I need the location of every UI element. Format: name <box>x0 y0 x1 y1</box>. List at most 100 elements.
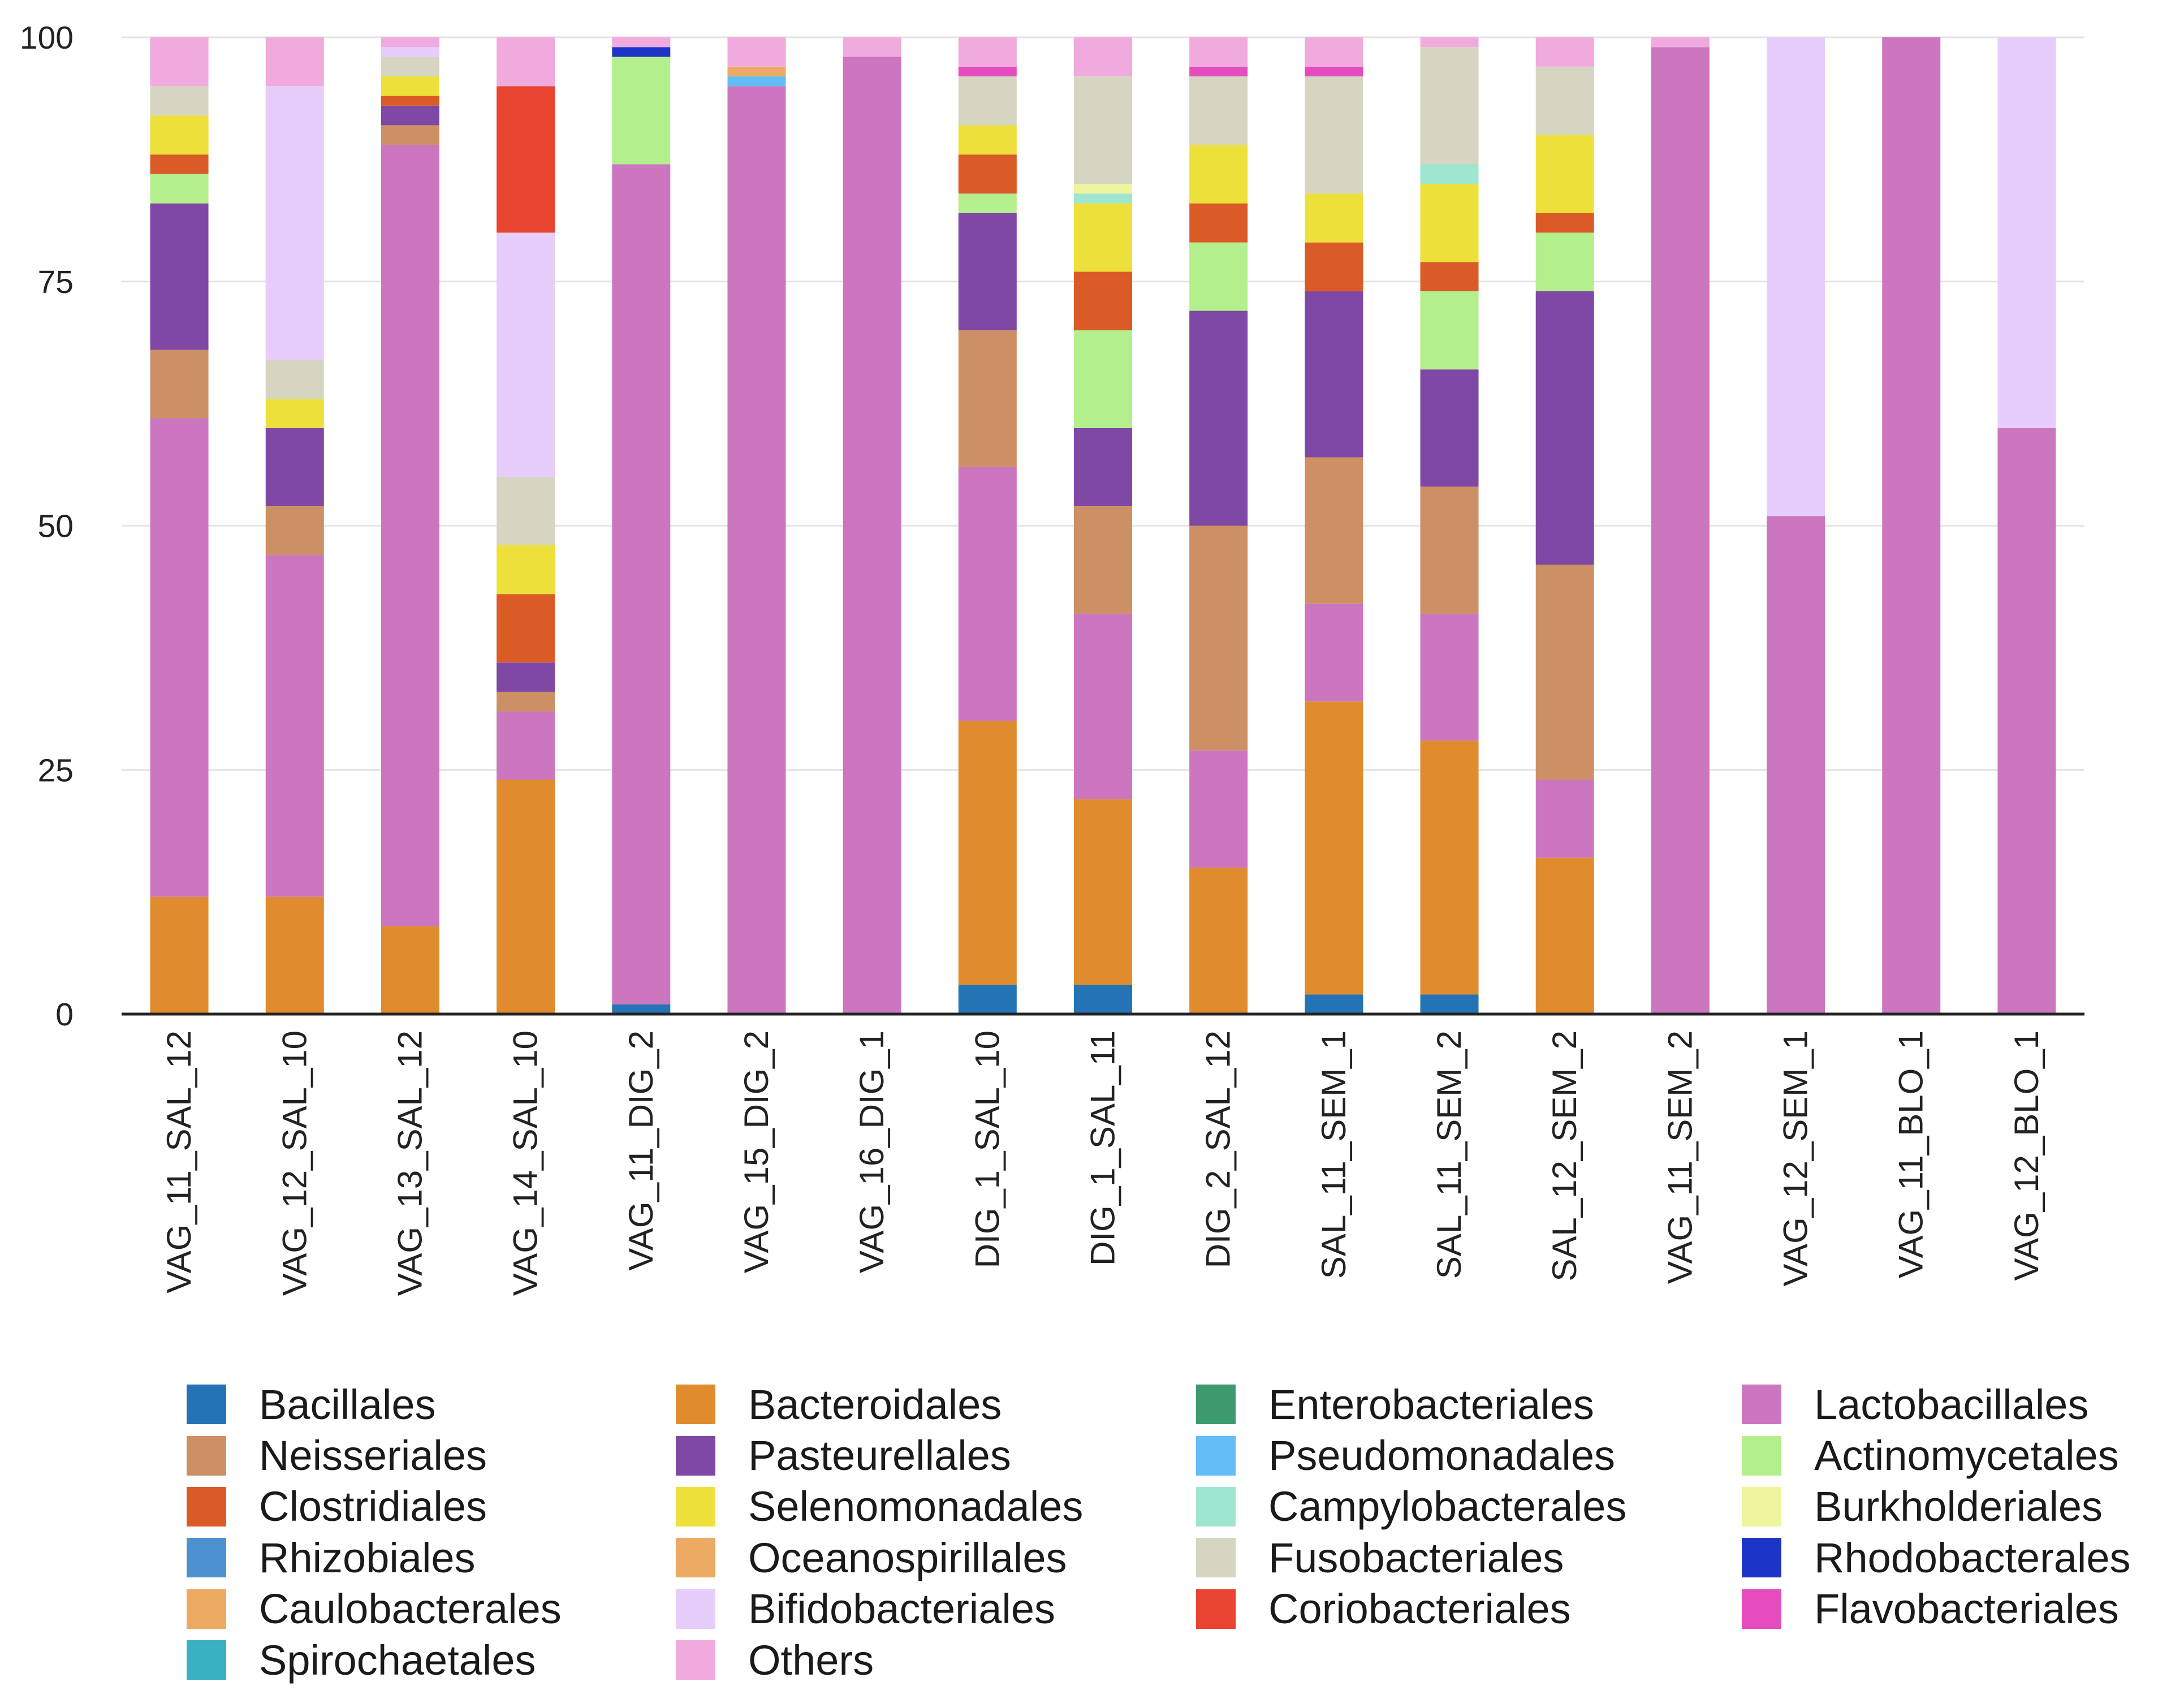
bar-segment-bifidobacteriales <box>497 232 555 477</box>
legend-item: Caulobacterales <box>187 1584 676 1635</box>
bar-segment-pasteurellales <box>265 428 324 506</box>
bar-segment-selenomonadales <box>1535 135 1594 213</box>
legend-label: Flavobacteriales <box>1814 1585 2119 1633</box>
legend-item: Pasteurellales <box>676 1430 1196 1481</box>
legend-item: Selenomonadales <box>676 1481 1196 1532</box>
bar-segment-lactobacillales <box>1535 779 1594 858</box>
legend-item: Clostridiales <box>187 1481 676 1532</box>
legend-label: Spirochaetales <box>259 1636 536 1684</box>
legend-swatch <box>187 1640 226 1680</box>
bar-segment-lactobacillales <box>843 57 901 1014</box>
bar-segment-pasteurellales <box>1420 369 1479 487</box>
legend-label: Bacillales <box>259 1381 436 1428</box>
bar-segment-others <box>1074 37 1132 77</box>
bar-segment-caulobacterales <box>727 66 786 77</box>
legend-label: Oceanospirillales <box>748 1534 1067 1581</box>
legend-label: Caulobacterales <box>259 1585 562 1633</box>
legend-label: Pseudomonadales <box>1268 1432 1615 1480</box>
bar-segment-pasteurellales <box>1305 291 1363 458</box>
legend-label: Selenomonadales <box>748 1483 1084 1530</box>
legend-swatch <box>676 1589 715 1629</box>
x-axis-labels: VAG_11_SAL_12 VAG_12_SAL_10 VAG_13_SAL_12 V… <box>160 1030 2045 1296</box>
bar-segment-fusobacteriales <box>497 477 555 546</box>
legend-item: Fusobacteriales <box>1196 1532 1742 1583</box>
legend-label: Rhizobiales <box>259 1534 476 1581</box>
bar-segment-others <box>150 37 209 87</box>
legend-item: Bacillales <box>187 1379 676 1430</box>
bar-segment-lactobacillales <box>958 467 1017 721</box>
y-tick-label: 75 <box>38 264 74 300</box>
bar-segment-pasteurellales <box>1074 428 1132 506</box>
bar-segment-bacteroidales <box>265 896 324 1014</box>
legend-swatch <box>1742 1435 1781 1476</box>
bar-segment-bacillales <box>1420 994 1479 1014</box>
legend-item: Neisseriales <box>187 1430 676 1481</box>
bar-segment-rhodobacterales <box>612 47 671 57</box>
bar-segment-fusobacteriales <box>1074 76 1132 184</box>
bar-segment-flavobacteriales <box>1305 66 1363 77</box>
bar-segment-flavobacteriales <box>958 66 1017 77</box>
y-tick-label: 0 <box>55 997 74 1033</box>
legend-swatch <box>187 1589 226 1629</box>
legend-swatch <box>676 1385 715 1425</box>
legend-item: Lactobacillales <box>1742 1379 2172 1430</box>
bar-segment-selenomonadales <box>1074 203 1132 272</box>
legend-swatch <box>676 1486 715 1526</box>
bar-segment-bacillales <box>612 1004 671 1014</box>
bar-segment-others <box>1651 37 1710 48</box>
legend-item: Spirochaetales <box>187 1635 676 1685</box>
legend-swatch <box>187 1486 226 1526</box>
bar-segment-neisseriales <box>381 125 439 145</box>
legend-item: Oceanospirillales <box>676 1532 1196 1583</box>
bar-segment-selenomonadales <box>1189 144 1248 204</box>
bar-segment-lactobacillales <box>1767 516 1825 1014</box>
bar-segment-campylobacterales <box>1074 193 1132 204</box>
legend-label: Fusobacteriales <box>1268 1534 1564 1581</box>
bar-segment-lactobacillales <box>1651 47 1710 1014</box>
y-tick-label: 25 <box>38 752 74 788</box>
legend-swatch <box>1742 1486 1781 1526</box>
bar-segment-selenomonadales <box>1305 193 1363 243</box>
bar-segment-bacteroidales <box>1535 857 1594 1014</box>
bar-segment-others <box>497 37 555 87</box>
bar-segment-clostridiales <box>1074 271 1132 331</box>
x-tick-label: VAG_11_SEM_2 <box>1661 1030 1699 1284</box>
legend-item: Rhizobiales <box>187 1532 676 1583</box>
bar-segment-lactobacillales <box>1074 613 1132 800</box>
bar-segment-others <box>381 37 439 48</box>
legend-label: Campylobacterales <box>1268 1483 1627 1530</box>
bar-segment-lactobacillales <box>612 164 671 1004</box>
bar-segment-pasteurellales <box>150 203 209 350</box>
bar-segment-actinomycetales <box>150 174 209 204</box>
x-tick-label: VAG_15_DIG_2 <box>737 1030 775 1273</box>
bar-segment-neisseriales <box>497 692 555 711</box>
x-tick-label: VAG_11_BLO_1 <box>1892 1030 1930 1278</box>
legend-label: Bifidobacteriales <box>748 1585 1055 1633</box>
bar-segment-lactobacillales <box>1420 613 1479 741</box>
legend-swatch <box>1196 1385 1236 1425</box>
bar-segment-fusobacteriales <box>1535 66 1594 135</box>
bar-segment-actinomycetales <box>1189 242 1248 311</box>
y-tick-label: 50 <box>38 508 74 545</box>
legend-swatch <box>1742 1538 1781 1578</box>
legend-label: Coriobacteriales <box>1268 1585 1571 1633</box>
bar-segment-pasteurellales <box>497 662 555 692</box>
legend-item: Pseudomonadales <box>1196 1430 1742 1481</box>
bar-segment-bacillales <box>1305 994 1363 1014</box>
x-tick-label: VAG_12_SAL_10 <box>275 1030 313 1296</box>
bar-segment-fusobacteriales <box>265 359 324 399</box>
bar-segment-lactobacillales <box>1305 603 1363 702</box>
bar-segment-neisseriales <box>150 350 209 419</box>
legend-swatch <box>187 1538 226 1578</box>
bar-segment-campylobacterales <box>1420 164 1479 184</box>
legend-label: Bacteroidales <box>748 1381 1002 1428</box>
bar-segment-selenomonadales <box>265 398 324 428</box>
bar-segment-bifidobacteriales <box>381 47 439 57</box>
bar-segment-lactobacillales <box>150 418 209 897</box>
bar-segment-selenomonadales <box>497 545 555 594</box>
x-tick-label: DIG_1_SAL_11 <box>1084 1030 1122 1266</box>
legend-item: Flavobacteriales <box>1742 1584 2172 1635</box>
bar-segment-bacteroidales <box>1189 867 1248 1014</box>
legend-swatch <box>1742 1385 1781 1425</box>
bar-segment-pasteurellales <box>958 213 1017 331</box>
